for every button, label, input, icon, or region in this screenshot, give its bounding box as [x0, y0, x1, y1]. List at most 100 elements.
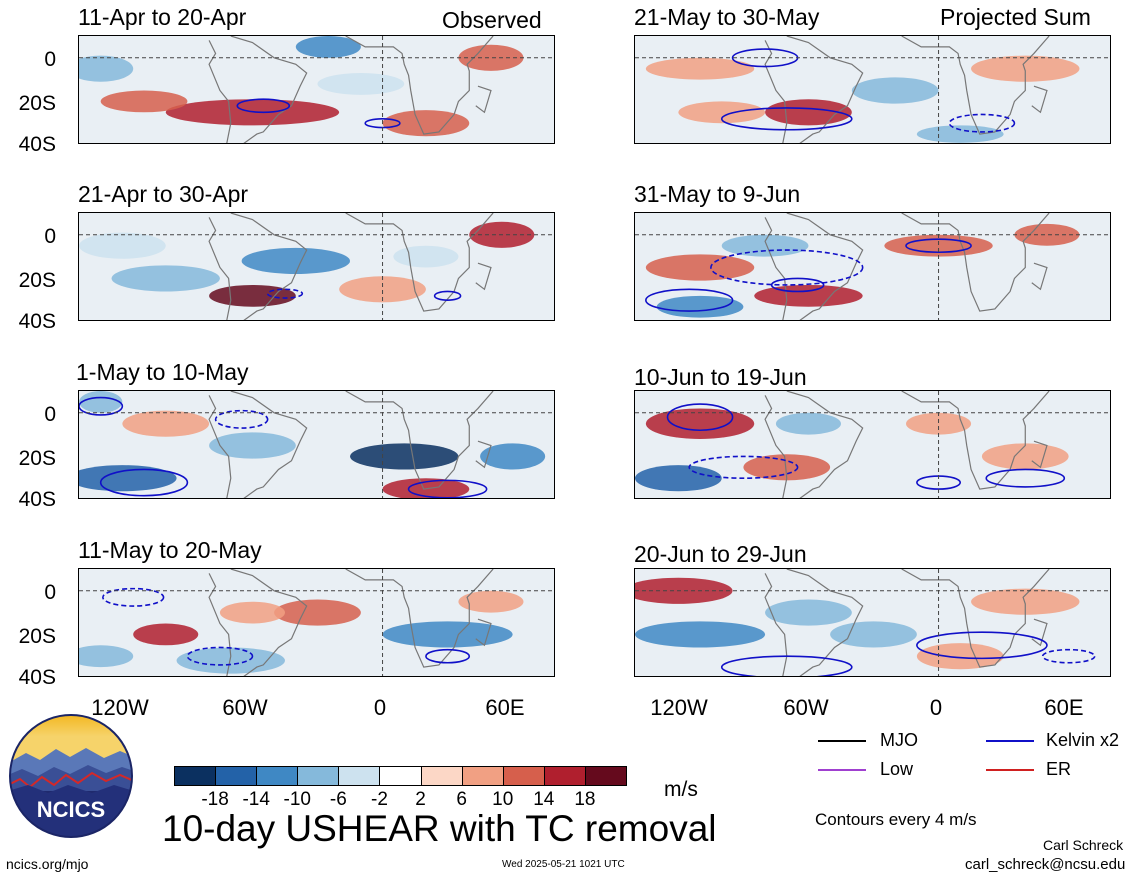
shading-cell	[678, 101, 766, 124]
kelvin-contour	[236, 98, 291, 114]
x-tick-label: 120W	[650, 695, 708, 720]
shading-cell	[382, 110, 470, 137]
chart-title: 10-day USHEAR with TC removal	[162, 808, 717, 849]
colorbar-swatch	[297, 766, 340, 786]
shading-cell	[743, 454, 831, 481]
kelvin-contour	[645, 288, 734, 312]
map-panel	[78, 212, 555, 321]
shading-cell	[645, 57, 755, 80]
shading-cell	[645, 254, 755, 281]
legend-label-mjo: MJO	[880, 730, 918, 750]
y-tick-label: 40S	[18, 133, 56, 156]
contour-note: Contours every 4 m/s	[815, 810, 977, 829]
kelvin-contour	[79, 396, 124, 416]
panel-title: 21-Apr to 30-Apr	[78, 181, 249, 207]
shading-cell	[971, 588, 1080, 615]
shading-cell	[635, 577, 733, 604]
panel-title: 1-May to 10-May	[76, 359, 249, 385]
shading-cell	[981, 443, 1069, 470]
map-panel	[78, 568, 555, 677]
shading-cell	[382, 621, 513, 648]
shading-cell	[122, 410, 210, 437]
kelvin-contour	[770, 277, 825, 293]
shading-cell	[721, 234, 809, 257]
y-tick-label: 40S	[18, 488, 56, 511]
x-tick-label: 60E	[1044, 695, 1084, 720]
shading-cell	[350, 443, 459, 470]
kelvin-contour	[433, 290, 462, 301]
shading-cell	[775, 412, 841, 435]
kelvin-contour	[99, 468, 189, 497]
colorbar-tick-label: 18	[574, 789, 596, 810]
kelvin-contour	[214, 409, 269, 429]
colorbar-tick-label: -10	[283, 789, 311, 810]
map-panel	[78, 35, 555, 144]
shading-cell	[645, 408, 755, 439]
coastline-americas	[208, 36, 308, 143]
colorbar-tick-label: 14	[533, 789, 555, 810]
colorbar-tick-label: 6	[456, 789, 467, 810]
coastline-africa	[345, 213, 494, 312]
colorbar-swatch	[215, 766, 258, 786]
colorbar-swatch	[584, 766, 627, 786]
shading-cell	[100, 90, 188, 113]
map-svg	[79, 36, 554, 143]
footer-author: Carl Schreck	[1043, 837, 1124, 853]
panel-title: 11-Apr to 20-Apr	[78, 4, 247, 30]
coastline-americas	[764, 36, 864, 143]
x-tick-label: 120W	[91, 695, 149, 720]
footer-timestamp: Wed 2025-05-21 1021 UTC	[502, 859, 625, 870]
kelvin-contour	[102, 587, 165, 607]
y-tick-label: 0	[44, 225, 56, 248]
shading-cell	[480, 443, 546, 470]
shading-cell	[274, 599, 361, 626]
y-tick-label: 40S	[18, 310, 56, 333]
colorbar-swatch	[379, 766, 422, 786]
colorbar-swatch	[256, 766, 299, 786]
shading-cell	[1014, 223, 1080, 246]
coastline-americas	[764, 391, 864, 498]
panel-title: 10-Jun to 19-Jun	[634, 364, 807, 390]
legend-label-kelvin: Kelvin x2	[1046, 730, 1120, 750]
y-tick-label: 20S	[18, 625, 56, 648]
shading-cell	[241, 247, 351, 275]
coastline-madagascar	[1031, 440, 1048, 469]
kelvin-contour	[1041, 648, 1096, 664]
legend-swatch-er	[986, 769, 1034, 771]
y-tick-label: 20S	[18, 92, 56, 115]
map-panel	[634, 390, 1111, 499]
colorbar-swatch	[420, 766, 463, 786]
panel-title: 21-May to 30-May	[634, 4, 820, 30]
map-panel	[634, 35, 1111, 144]
kelvin-contour	[425, 648, 471, 664]
colorbar-swatch	[174, 766, 217, 786]
map-panel	[78, 390, 555, 499]
colorbar-tick-label: -18	[201, 789, 229, 810]
x-tick-label: 60W	[783, 695, 829, 720]
kelvin-contour	[948, 113, 1016, 133]
coastline-africa	[345, 391, 494, 490]
coastline-madagascar	[1031, 85, 1048, 114]
shading-cell	[635, 621, 766, 648]
kelvin-contour	[186, 646, 254, 666]
coastline-africa	[345, 36, 494, 135]
colorbar-labels: -18 -14 -10 -6 -2 2 6 10 14 18	[174, 790, 626, 812]
colorbar-tick-label: 10	[492, 789, 514, 810]
map-svg	[79, 213, 554, 320]
legend-label-er: ER	[1046, 759, 1072, 779]
y-tick-label: 40S	[18, 666, 56, 689]
colorbar	[174, 766, 627, 786]
y-tick-label: 0	[44, 581, 56, 604]
shading-cell	[971, 55, 1080, 82]
colorbar-swatch	[338, 766, 381, 786]
kelvin-contour	[688, 455, 799, 480]
coastline-africa	[901, 36, 1050, 135]
colorbar-swatch	[502, 766, 545, 786]
shading-cell	[209, 432, 296, 459]
coastline-africa	[901, 391, 1050, 490]
coastline-americas	[208, 569, 308, 676]
colorbar-swatch	[543, 766, 586, 786]
shading-cell	[906, 412, 972, 435]
x-tick-label: 0	[373, 695, 387, 720]
legend-swatch-kelvin	[986, 740, 1034, 742]
